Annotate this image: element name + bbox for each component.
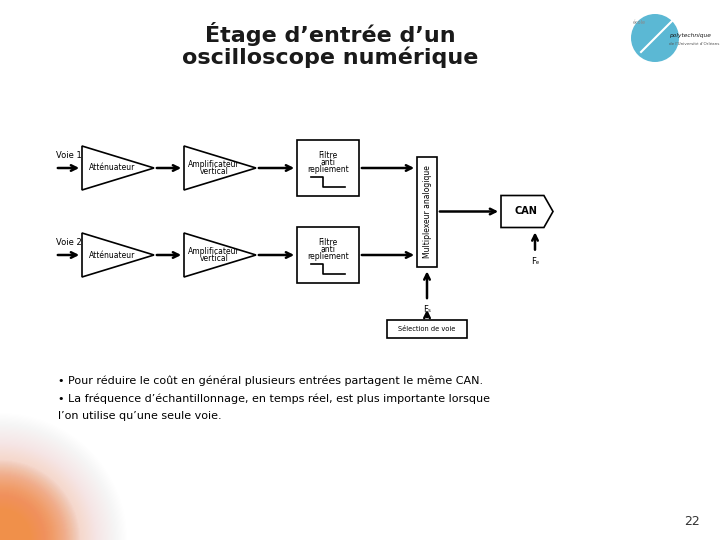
- Bar: [297, 227, 359, 283]
- Text: Atténuateur: Atténuateur: [89, 164, 135, 172]
- Text: Amplificateur: Amplificateur: [189, 247, 240, 256]
- Text: école: école: [633, 19, 646, 24]
- Text: anti: anti: [320, 245, 336, 254]
- Text: l’on utilise qu’une seule voie.: l’on utilise qu’une seule voie.: [58, 411, 222, 421]
- Bar: [297, 140, 359, 196]
- Bar: [387, 320, 467, 338]
- Text: • Pour réduire le coût en général plusieurs entrées partagent le même CAN.: • Pour réduire le coût en général plusie…: [58, 375, 483, 386]
- Text: • La fréquence d’échantillonnage, en temps réel, est plus importante lorsque: • La fréquence d’échantillonnage, en tem…: [58, 393, 490, 403]
- Text: repliement: repliement: [307, 165, 349, 174]
- Text: Voie 1: Voie 1: [56, 151, 82, 160]
- Circle shape: [631, 14, 679, 62]
- Text: 22: 22: [684, 515, 700, 528]
- Text: anti: anti: [320, 158, 336, 167]
- Text: Atténuateur: Atténuateur: [89, 251, 135, 260]
- Polygon shape: [184, 146, 256, 190]
- Text: vertical: vertical: [200, 254, 229, 263]
- Polygon shape: [501, 195, 553, 227]
- Text: Fₛ: Fₛ: [423, 305, 431, 314]
- Text: Filtre: Filtre: [318, 238, 338, 247]
- Text: Fₑ: Fₑ: [531, 256, 539, 266]
- Text: oscilloscope numérique: oscilloscope numérique: [182, 46, 478, 68]
- Bar: [417, 157, 437, 267]
- Text: Filtre: Filtre: [318, 151, 338, 160]
- Text: repliement: repliement: [307, 252, 349, 261]
- Text: Amplificateur: Amplificateur: [189, 160, 240, 169]
- Text: polytechnique: polytechnique: [669, 33, 711, 38]
- Polygon shape: [82, 233, 154, 277]
- Polygon shape: [82, 146, 154, 190]
- Text: Voie 2: Voie 2: [56, 238, 82, 247]
- Text: Étage d’entrée d’un: Étage d’entrée d’un: [204, 22, 455, 46]
- Text: Sélection de voie: Sélection de voie: [398, 326, 456, 332]
- Polygon shape: [184, 233, 256, 277]
- Text: de l'Université d'Orléans: de l'Université d'Orléans: [669, 42, 719, 46]
- Text: vertical: vertical: [200, 167, 229, 176]
- Text: CAN: CAN: [514, 206, 537, 217]
- Text: Multiplexeur analogique: Multiplexeur analogique: [423, 165, 431, 258]
